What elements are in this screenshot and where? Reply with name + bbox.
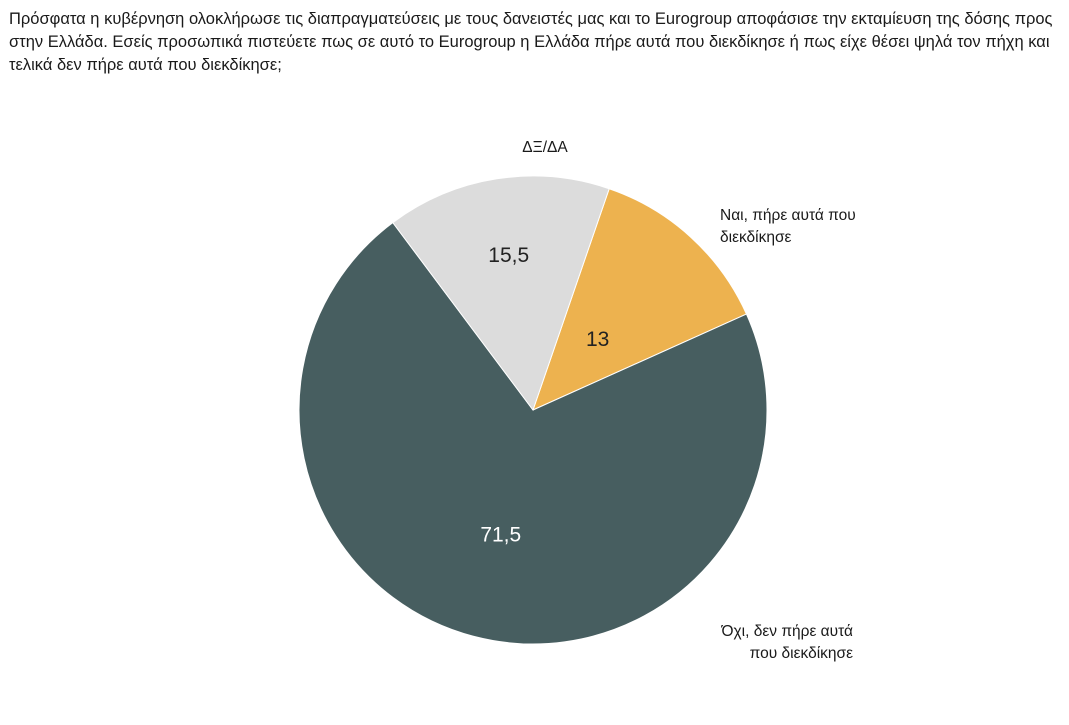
category-label-dk: ΔΞ/ΔΑ [522, 139, 568, 156]
category-label-line: διεκδίκησε [720, 229, 792, 246]
pie-category-labels: Ναι, πήρε αυτά που διεκδίκησε Όχι, δεν πήρ… [522, 139, 855, 662]
pie-slice-yes [532, 188, 748, 411]
category-label-line: που διεκδίκησε [750, 645, 853, 662]
category-label-line: ΔΞ/ΔΑ [522, 139, 568, 156]
pie-slice-dk [392, 175, 610, 412]
category-label-line: Ναι, πήρε αυτά που [720, 207, 856, 224]
category-label-yes: Ναι, πήρε αυτά που διεκδίκησε [720, 207, 856, 246]
category-label-no: Όχι, δεν πήρε αυτά που διεκδίκησε [721, 623, 854, 662]
pie-value-labels: 13 71,5 15,5 [480, 244, 609, 546]
value-label-dk: 15,5 [488, 244, 529, 267]
pie-slices [298, 175, 768, 645]
value-label-no: 71,5 [480, 524, 521, 547]
pie-slice-no [298, 221, 768, 645]
value-label-yes: 13 [586, 328, 609, 351]
category-label-line: Όχι, δεν πήρε αυτά [721, 623, 853, 640]
survey-question: Πρόσφατα η κυβέρνηση ολοκλήρωσε τις διαπ… [9, 10, 1053, 74]
